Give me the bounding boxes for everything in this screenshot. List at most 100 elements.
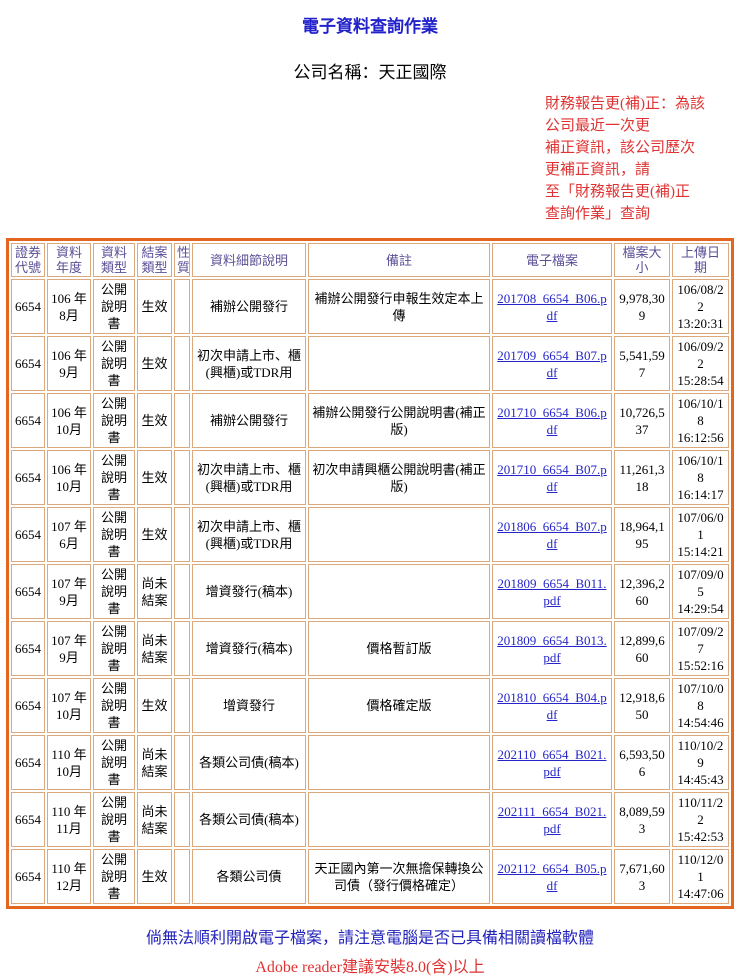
- cell-note: 價格暫訂版: [308, 621, 490, 676]
- cell-nature: [174, 450, 190, 505]
- cell-upload-date: 107/06/01 15:14:21: [672, 507, 729, 562]
- pdf-file-link[interactable]: 201710_6654_B06.pdf: [497, 404, 607, 437]
- cell-data-period: 107 年 9月: [47, 564, 91, 619]
- cell-file-size: 11,261,318: [614, 450, 670, 505]
- cell-note: 補辦公開發行申報生效定本上傳: [308, 279, 490, 334]
- pdf-file-link[interactable]: 202110_6654_B021.pdf: [497, 746, 607, 779]
- cell-file: 202111_6654_B021.pdf: [492, 792, 612, 847]
- cell-data-type: 公開說明書: [93, 507, 135, 562]
- cell-data-year: 107 年: [51, 689, 87, 705]
- pdf-file-link[interactable]: 202111_6654_B021.pdf: [497, 803, 607, 836]
- cell-data-month: 9月: [59, 592, 79, 608]
- cell-data-month: 10月: [55, 421, 82, 437]
- cell-upload-date: 110/10/29 14:45:43: [672, 735, 729, 790]
- footer-adobe-reader-notice: Adobe reader建議安裝8.0(含)以上: [255, 959, 485, 976]
- upload-date: 107/09/27: [677, 624, 724, 656]
- cell-data-month: 9月: [59, 364, 79, 380]
- pdf-file-link[interactable]: 201710_6654_B07.pdf: [497, 461, 607, 494]
- cell-security-code: 6654: [11, 507, 45, 562]
- cell-data-period: 106 年 10月: [47, 450, 91, 505]
- cell-file-size: 12,918,650: [614, 678, 670, 733]
- upload-date: 110/12/01: [677, 852, 724, 884]
- cell-file-size: 10,726,537: [614, 393, 670, 448]
- cell-file-size: 6,593,506: [614, 735, 670, 790]
- cell-data-period: 110 年 12月: [47, 849, 91, 904]
- pdf-file-link[interactable]: 201809_6654_B013.pdf: [497, 632, 607, 665]
- cell-close-status: 尚未結案: [137, 564, 172, 619]
- cell-data-period: 110 年 10月: [47, 735, 91, 790]
- cell-file-size: 8,089,593: [614, 792, 670, 847]
- cell-detail: 初次申請上市、櫃(興櫃)或TDR用: [192, 336, 306, 391]
- cell-detail: 各類公司債: [192, 849, 306, 904]
- footer-software-notice: 倘無法順利開啟電子檔案，請注意電腦是否已具備相關讀檔軟體: [145, 930, 594, 947]
- cell-nature: [174, 564, 190, 619]
- cell-upload-date: 106/09/22 15:28:54: [672, 336, 729, 391]
- table-row: 6654 106 年 10月 公開說明書 生效 初次申請上市、櫃(興櫃)或TDR…: [11, 450, 729, 505]
- cell-security-code: 6654: [11, 336, 45, 391]
- company-name: 公司名稱：天正國際: [293, 63, 447, 82]
- cell-file: 201709_6654_B07.pdf: [492, 336, 612, 391]
- cell-data-period: 110 年 11月: [47, 792, 91, 847]
- pdf-file-link[interactable]: 201806_6654_B07.pdf: [497, 518, 607, 551]
- upload-date: 110/10/29: [677, 738, 724, 770]
- upload-date: 107/09/05: [677, 567, 724, 599]
- cell-data-year: 107 年: [51, 632, 87, 648]
- cell-nature: [174, 393, 190, 448]
- cell-security-code: 6654: [11, 450, 45, 505]
- cell-data-month: 6月: [59, 535, 79, 551]
- pdf-file-link[interactable]: 201708_6654_B06.pdf: [497, 290, 607, 323]
- cell-data-year: 106 年: [51, 290, 87, 306]
- pdf-file-link[interactable]: 201810_6654_B04.pdf: [497, 689, 607, 722]
- cell-nature: [174, 849, 190, 904]
- cell-file-size: 9,978,309: [614, 279, 670, 334]
- cell-detail: 初次申請上市、櫃(興櫃)或TDR用: [192, 450, 306, 505]
- cell-security-code: 6654: [11, 621, 45, 676]
- upload-time: 14:54:46: [677, 715, 724, 730]
- table-row: 6654 107 年 9月 公開說明書 尚未結案 增資發行(稿本) 價格暫訂版 …: [11, 621, 729, 676]
- table-row: 6654 107 年 6月 公開說明書 生效 初次申請上市、櫃(興櫃)或TDR用…: [11, 507, 729, 562]
- cell-security-code: 6654: [11, 735, 45, 790]
- cell-data-year: 107 年: [51, 575, 87, 591]
- cell-detail: 各類公司債(稿本): [192, 735, 306, 790]
- cell-nature: [174, 336, 190, 391]
- cell-data-period: 106 年 10月: [47, 393, 91, 448]
- cell-data-year: 106 年: [51, 347, 87, 363]
- column-header-file: 電子檔案: [492, 243, 612, 277]
- table-row: 6654 110 年 10月 公開說明書 尚未結案 各類公司債(稿本) 2021…: [11, 735, 729, 790]
- cell-close-status: 尚未結案: [137, 792, 172, 847]
- cell-nature: [174, 792, 190, 847]
- table-row: 6654 107 年 10月 公開說明書 生效 增資發行 價格確定版 20181…: [11, 678, 729, 733]
- cell-file: 201708_6654_B06.pdf: [492, 279, 612, 334]
- cell-data-month: 12月: [55, 877, 82, 893]
- cell-detail: 增資發行(稿本): [192, 621, 306, 676]
- cell-close-status: 生效: [137, 507, 172, 562]
- pdf-file-link[interactable]: 201709_6654_B07.pdf: [497, 347, 607, 380]
- cell-note: 初次申請興櫃公開說明書(補正版): [308, 450, 490, 505]
- cell-upload-date: 106/10/18 16:12:56: [672, 393, 729, 448]
- cell-detail: 各類公司債(稿本): [192, 792, 306, 847]
- cell-note: 天正國內第一次無擔保轉換公司債（發行價格確定）: [308, 849, 490, 904]
- cell-nature: [174, 507, 190, 562]
- upload-time: 13:20:31: [677, 316, 724, 331]
- cell-note: [308, 336, 490, 391]
- cell-security-code: 6654: [11, 849, 45, 904]
- column-header-upload-date: 上傳日期: [672, 243, 729, 277]
- cell-detail: 初次申請上市、櫃(興櫃)或TDR用: [192, 507, 306, 562]
- upload-time: 14:45:43: [677, 772, 724, 787]
- column-header-nature: 性質: [174, 243, 190, 277]
- cell-security-code: 6654: [11, 279, 45, 334]
- column-header-data-type: 資料類型: [93, 243, 135, 277]
- cell-data-month: 10月: [55, 763, 82, 779]
- cell-data-type: 公開說明書: [93, 336, 135, 391]
- cell-data-year: 106 年: [51, 404, 87, 420]
- cell-file-size: 18,964,195: [614, 507, 670, 562]
- cell-nature: [174, 279, 190, 334]
- cell-note: [308, 735, 490, 790]
- filings-table: 證券代號 資料年度 資料類型 結案類型 性質 資料細節說明 備註 電子檔案 檔案…: [6, 238, 734, 909]
- cell-data-period: 106 年 8月: [47, 279, 91, 334]
- cell-security-code: 6654: [11, 564, 45, 619]
- cell-note: [308, 564, 490, 619]
- column-header-note: 備註: [308, 243, 490, 277]
- pdf-file-link[interactable]: 202112_6654_B05.pdf: [497, 860, 607, 893]
- pdf-file-link[interactable]: 201809_6654_B011.pdf: [497, 575, 607, 608]
